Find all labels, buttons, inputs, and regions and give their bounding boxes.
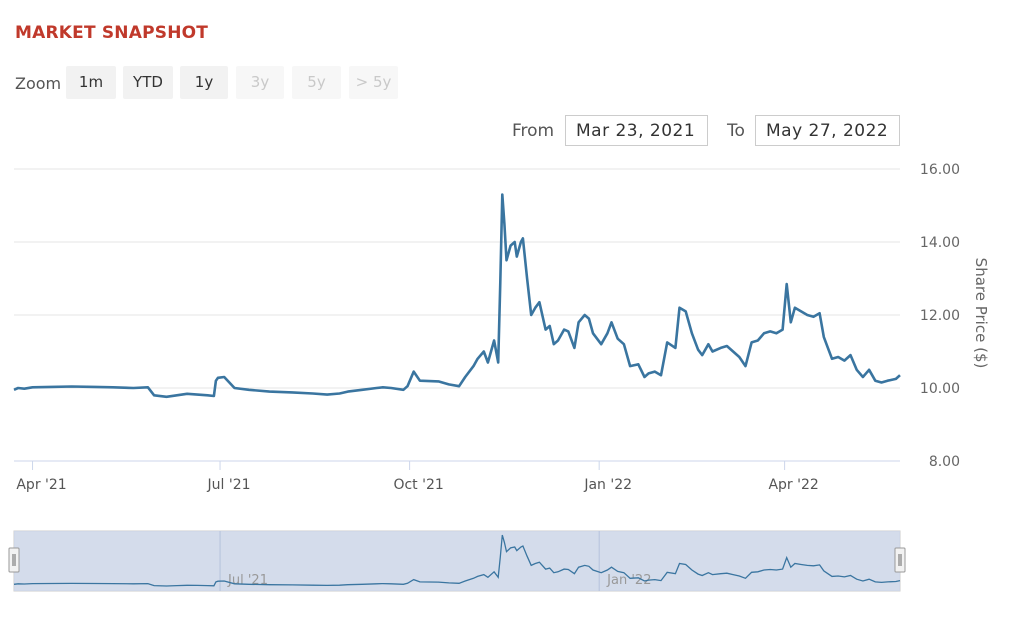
zoom-ytd-button[interactable]: YTD: [123, 66, 173, 99]
page-title: MARKET SNAPSHOT: [15, 23, 209, 43]
navigator-tick-label: Jan '22: [606, 573, 651, 588]
zoom-5y-button: 5y: [292, 66, 341, 99]
zoom-1m-button[interactable]: 1m: [66, 66, 116, 99]
navigator-selected-range[interactable]: [14, 531, 900, 591]
zoom-1y-button[interactable]: 1y: [180, 66, 228, 99]
y-tick-label: 10.00: [920, 381, 960, 397]
navigator-series-line: [13, 534, 901, 587]
navigator-right-handle[interactable]: [894, 547, 906, 573]
y-axis-label: Share Price ($): [972, 258, 990, 369]
navigator-left-handle[interactable]: [8, 547, 20, 573]
from-date-input[interactable]: Mar 23, 2021: [565, 115, 708, 146]
zoom-max-button: > 5y: [349, 66, 398, 99]
x-tick-label: Jul '21: [207, 477, 251, 493]
zoom-3y-button: 3y: [236, 66, 284, 99]
to-label: To: [727, 121, 745, 141]
zoom-label: Zoom: [15, 74, 62, 93]
y-tick-label: 8.00: [929, 454, 960, 470]
y-tick-label: 16.00: [920, 162, 960, 178]
x-tick-label: Apr '22: [768, 477, 818, 493]
to-date-input[interactable]: May 27, 2022: [755, 115, 900, 146]
navigator-tick-label: Jul '21: [227, 573, 268, 588]
x-tick-label: Oct '21: [393, 477, 443, 493]
y-tick-label: 12.00: [920, 308, 960, 324]
from-label: From: [512, 121, 555, 141]
y-tick-label: 14.00: [920, 235, 960, 251]
price-series-line: [13, 193, 901, 399]
x-tick-label: Jan '22: [583, 477, 632, 493]
x-tick-label: Apr '21: [16, 477, 66, 493]
